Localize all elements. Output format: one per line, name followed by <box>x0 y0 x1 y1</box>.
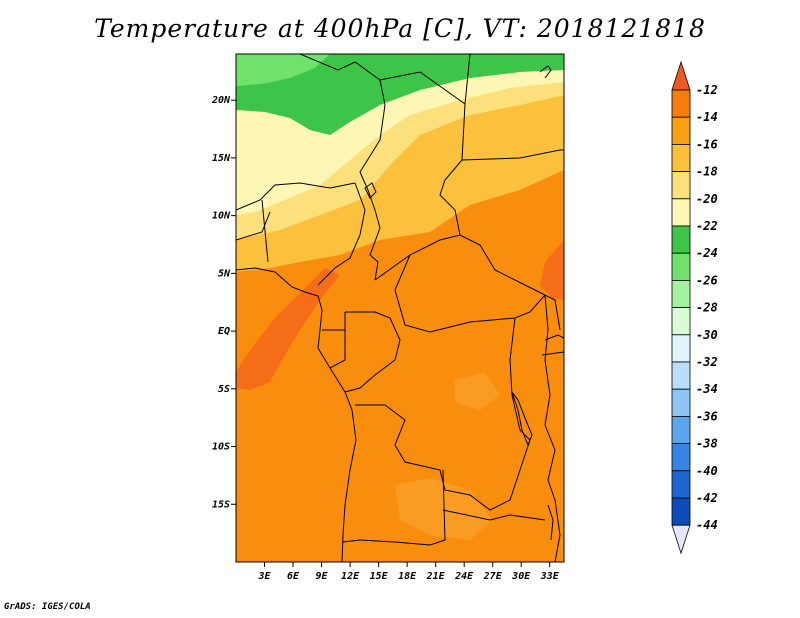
colorbar-label: -30 <box>696 328 718 342</box>
coastline-west <box>236 267 357 562</box>
colorbar-label: -26 <box>696 273 718 287</box>
x-tick-label: 30E <box>511 571 531 582</box>
field-light-green <box>236 54 330 86</box>
border-car <box>374 234 546 296</box>
colorbar-label: -40 <box>696 464 718 478</box>
colorbar-box <box>671 388 691 417</box>
y-tick-label: 10N <box>212 211 231 222</box>
y-tick-label: 15N <box>212 153 231 164</box>
y-tick-label: 15S <box>212 499 230 510</box>
lake-tanganyika <box>511 391 533 447</box>
x-tick-label: 15E <box>370 571 389 582</box>
x-tick-label: 18E <box>398 571 417 582</box>
border-drc <box>355 254 561 511</box>
x-tick-label: 24E <box>454 571 474 582</box>
border-congo <box>344 311 401 393</box>
border-chad <box>359 79 386 281</box>
y-tick-label: 5S <box>218 384 230 395</box>
border-angola-zambia <box>342 469 546 546</box>
colorbar-box <box>671 497 691 526</box>
colorbar-box <box>671 334 691 363</box>
x-tick-label: 6E <box>287 571 300 582</box>
border-nigeria <box>261 182 366 286</box>
field-green <box>236 54 564 135</box>
colorbar-box <box>671 415 691 444</box>
colorbar-box <box>671 225 691 254</box>
borders <box>236 54 564 562</box>
colorbar-label: -14 <box>696 110 718 124</box>
colorbar-box <box>671 143 691 172</box>
colorbar: -12 -14 -16 -18 -20 -22 -24 -26 -28 -30 -32 -34 -36 -… <box>671 60 718 555</box>
border-west-sahel <box>236 182 356 241</box>
y-tick-label: 10S <box>212 442 230 453</box>
colorbar-label: -36 <box>696 409 718 423</box>
colorbar-box <box>671 279 691 308</box>
colorbar-label: -22 <box>696 219 718 233</box>
x-tick-label: 27E <box>483 571 503 582</box>
y-tick-label: 5N <box>218 268 231 279</box>
colorbar-label: -42 <box>696 491 718 505</box>
colorbar-box <box>671 307 691 336</box>
border-sudan <box>461 54 564 161</box>
red-sea-coast <box>539 65 552 79</box>
border-gabon <box>322 312 346 369</box>
colorbar-label: -18 <box>696 165 718 179</box>
colorbar-bottom-arrow <box>671 524 691 555</box>
colorbar-label: -28 <box>696 301 718 315</box>
colorbar-label: -20 <box>696 192 718 206</box>
chart-title: Temperature at 400hPa [C], VT: 201812181… <box>94 14 706 43</box>
x-axis: 3E 6E 9E 12E 15E 18E 21E 24E 27E 30E 33E <box>257 562 560 582</box>
colorbar-box <box>671 89 691 118</box>
lake-malawi <box>547 504 554 541</box>
colorbar-box <box>671 198 691 227</box>
colorbar-label: -16 <box>696 137 718 151</box>
colorbar-label: -38 <box>696 437 718 451</box>
colorbar-box <box>671 470 691 499</box>
field-dark-orange <box>236 170 564 562</box>
border-east <box>544 294 561 562</box>
x-tick-label: 9E <box>316 571 329 582</box>
colorbar-label: -24 <box>696 246 718 260</box>
x-tick-label: 21E <box>426 571 446 582</box>
colorbar-box <box>671 443 691 472</box>
colorbar-box <box>671 361 691 390</box>
colorbar-label: -12 <box>696 83 718 97</box>
x-tick-label: 33E <box>540 571 560 582</box>
y-tick-label: 20N <box>211 95 231 106</box>
x-tick-label: 3E <box>257 571 271 582</box>
colorbar-label: -44 <box>696 518 718 532</box>
credit-text: GrADS: IGES/COLA <box>4 602 91 612</box>
y-axis: 20N 15N 10N 5N EQ 5S 10S 15S <box>211 95 236 510</box>
lake-victoria <box>541 334 564 356</box>
lake-chad <box>364 182 377 199</box>
colorbar-box <box>671 252 691 281</box>
colorbar-top-arrow <box>671 60 691 91</box>
colorbar-box <box>671 116 691 145</box>
colorbar-label: -34 <box>696 382 718 396</box>
x-tick-label: 12E <box>341 571 360 582</box>
y-tick-label: EQ <box>218 326 230 337</box>
map-frame <box>235 53 565 563</box>
colorbar-box <box>671 171 691 200</box>
colorbar-label: -32 <box>696 355 718 369</box>
